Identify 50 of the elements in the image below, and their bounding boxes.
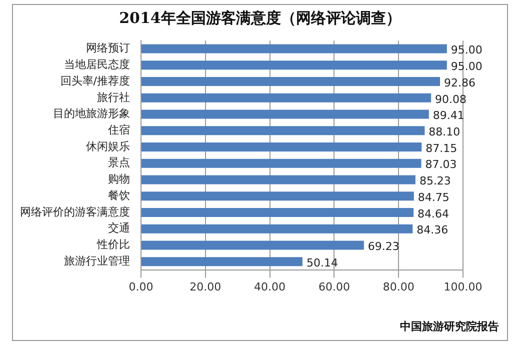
bar [142, 77, 440, 86]
y-tick-label: 住宿 [108, 124, 130, 136]
bar [142, 60, 447, 70]
y-tick-label: 交通 [108, 222, 130, 235]
bar [142, 192, 414, 201]
data-label: 69.23 [368, 240, 400, 254]
bar [142, 257, 302, 266]
y-tick-label: 网络预订 [86, 42, 130, 55]
x-tick-label: 80.00 [382, 280, 414, 294]
data-label: 90.08 [435, 92, 467, 106]
y-tick-label: 性价比 [96, 238, 130, 252]
y-tick-label: 目的地旅游形象 [53, 107, 130, 120]
bar [142, 110, 429, 119]
bar [142, 158, 422, 168]
data-label: 84.64 [418, 207, 450, 220]
x-tick-label: 100.00 [444, 280, 482, 294]
x-tick-label: 60.00 [318, 280, 350, 294]
y-tick-label: 回头率/推荐度 [60, 74, 130, 88]
bar [142, 175, 416, 184]
bar [142, 208, 414, 217]
bar [142, 142, 422, 152]
y-tick-label: 购物 [108, 172, 130, 186]
bar [142, 126, 425, 136]
data-label: 87.15 [426, 142, 458, 155]
data-label: 88.10 [428, 126, 460, 138]
y-tick-label: 当地居民态度 [64, 58, 130, 72]
data-label: 85.23 [419, 174, 451, 188]
x-tick-label: 40.00 [254, 280, 286, 294]
chart-title: 2014年全国游客满意度（网络评论调查） [118, 9, 402, 28]
bar [142, 240, 364, 250]
y-tick-label: 旅游行业管理 [64, 254, 130, 268]
y-tick-label: 旅行社 [97, 90, 130, 104]
data-label: 50.14 [306, 256, 338, 270]
y-tick-label: 景点 [108, 156, 130, 170]
data-label: 95.00 [450, 44, 482, 57]
data-label: 87.03 [425, 158, 457, 172]
bar [142, 44, 447, 54]
bar [142, 93, 432, 102]
x-tick-label: 20.00 [190, 280, 222, 294]
y-tick-label: 休闲娱乐 [86, 140, 130, 153]
data-label: 89.41 [432, 109, 464, 122]
data-label: 84.75 [418, 190, 450, 204]
x-tick-label: 0.00 [128, 280, 154, 294]
y-tick-label: 餐饮 [108, 188, 130, 202]
data-label: 95.00 [450, 60, 482, 74]
y-tick-label: 网络评价的游客满意度 [20, 205, 130, 218]
text: 中国旅游研究院报告 [400, 319, 499, 334]
data-label: 92.86 [444, 76, 476, 90]
data-label: 84.36 [416, 224, 448, 237]
bar [142, 224, 413, 234]
